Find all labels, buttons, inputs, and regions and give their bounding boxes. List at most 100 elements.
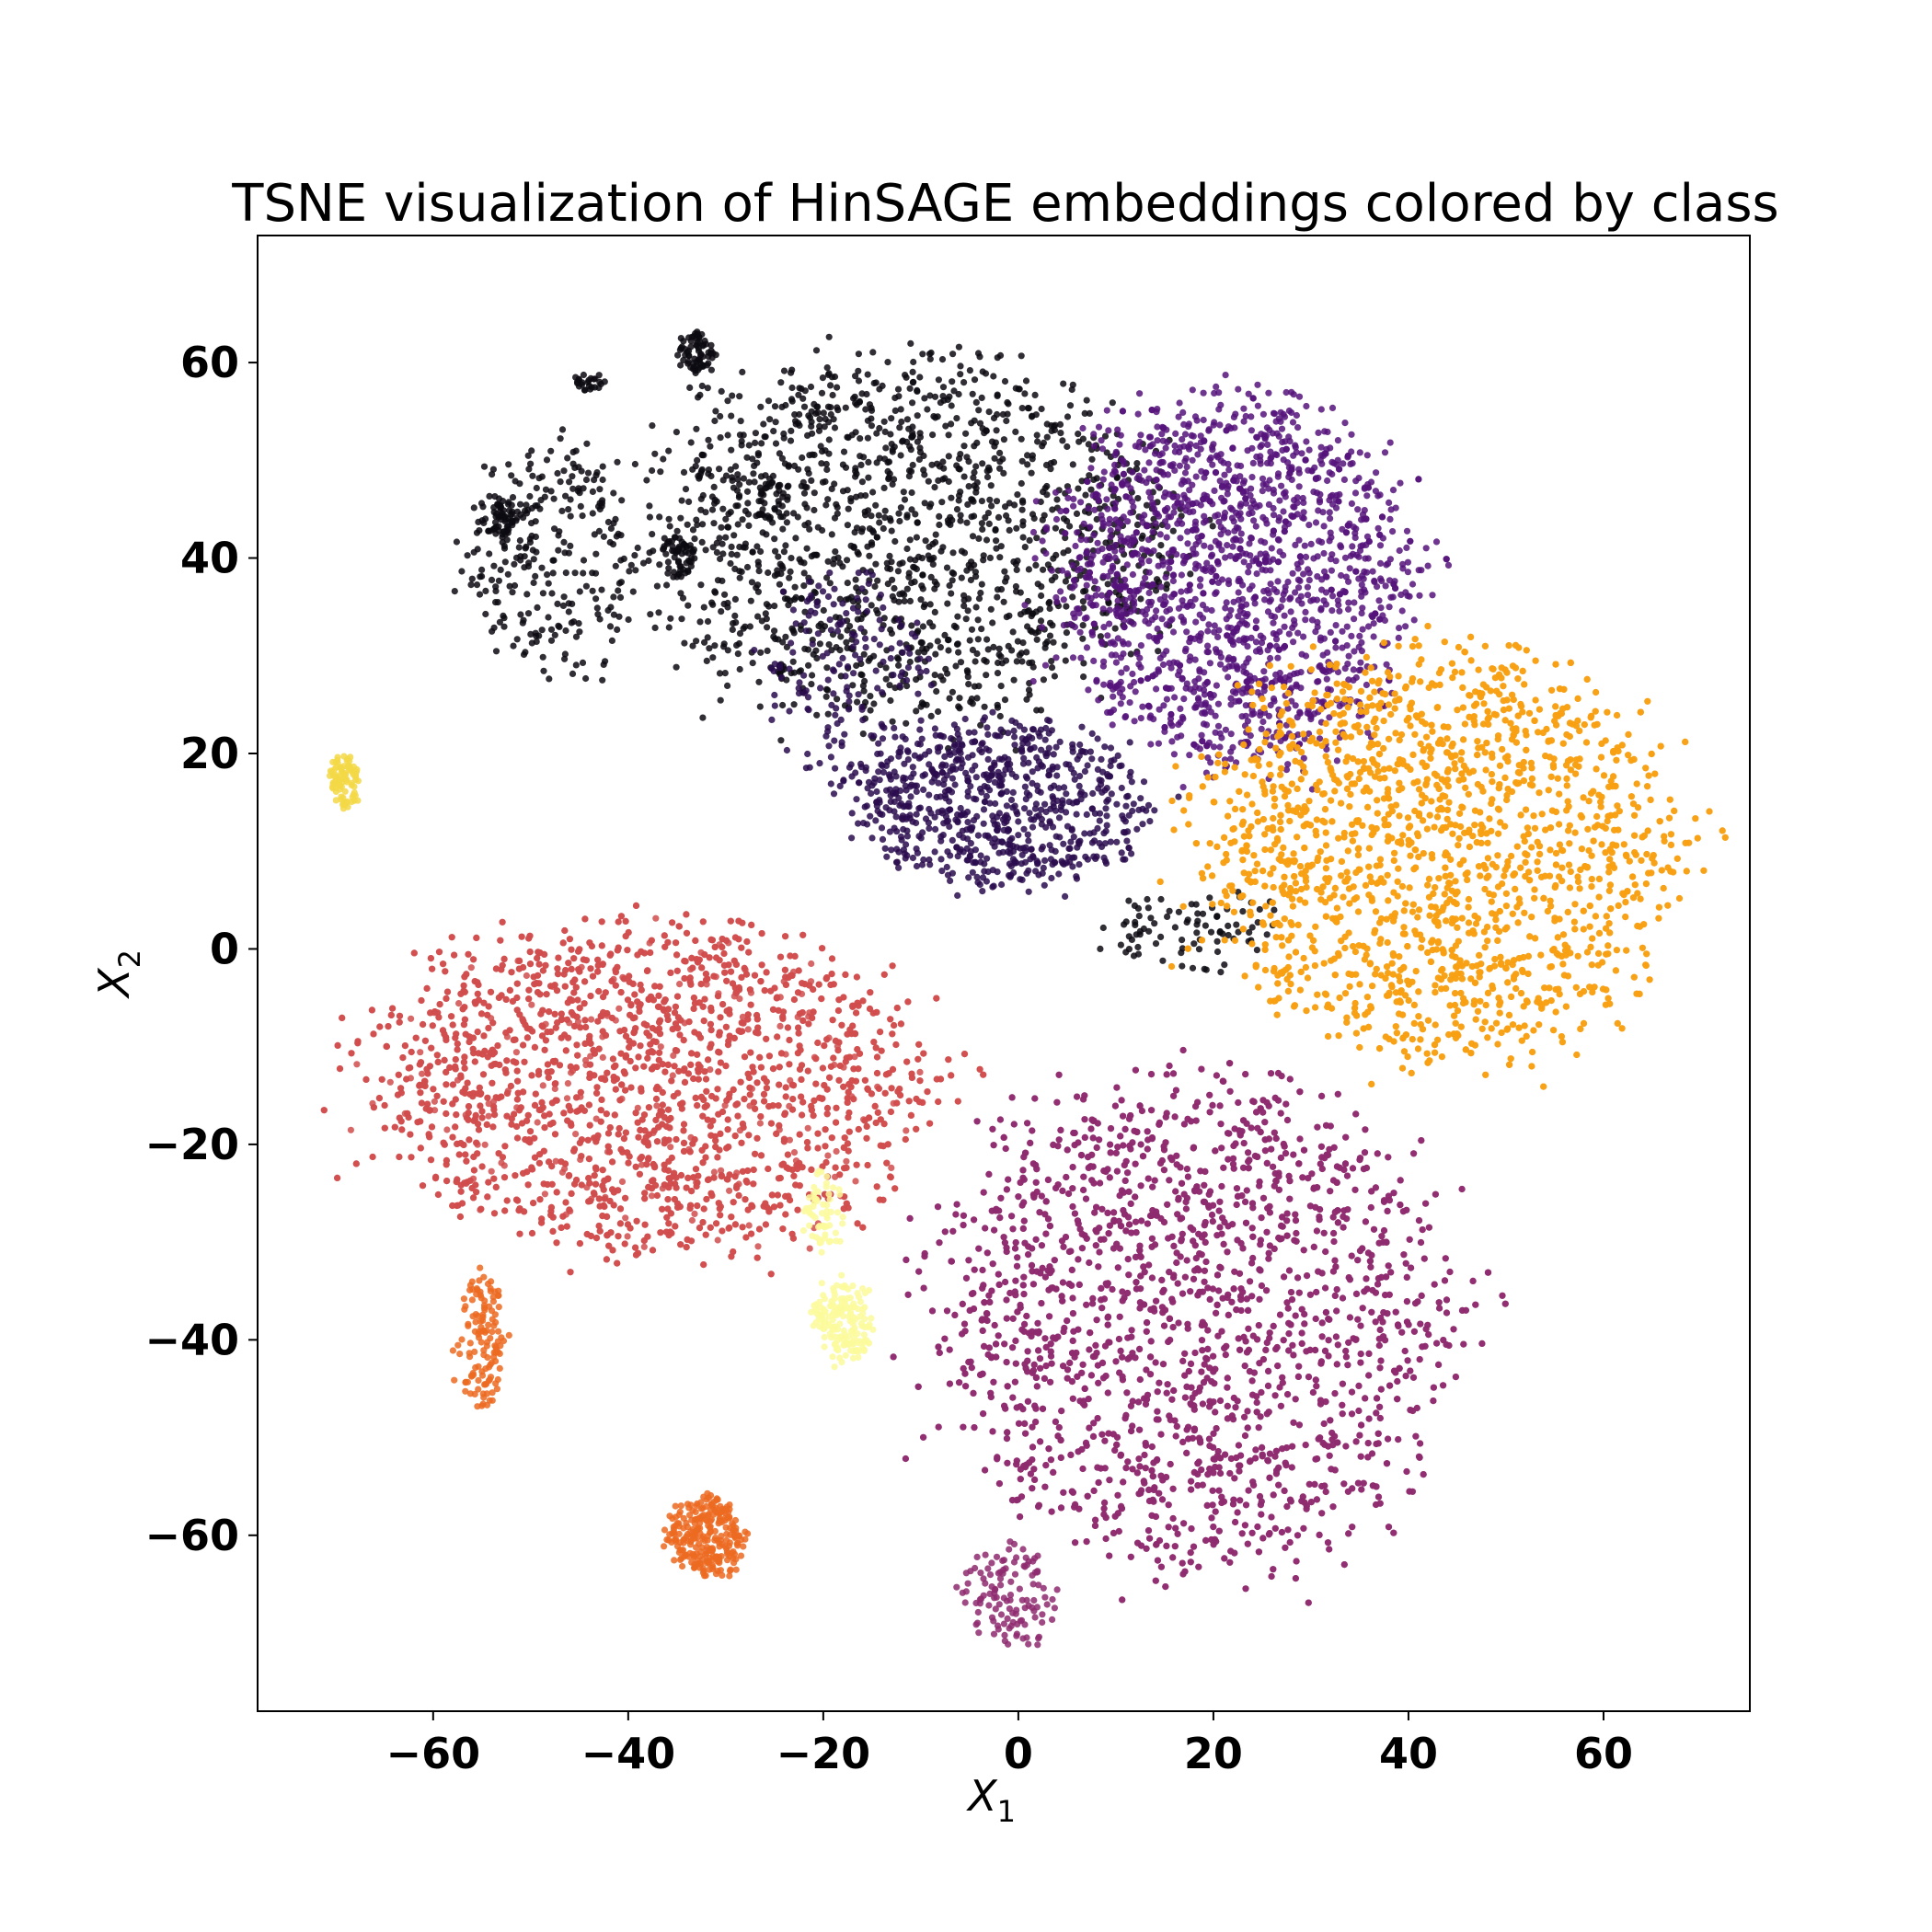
data-point: [1189, 964, 1197, 972]
data-point: [842, 673, 849, 680]
data-point: [1055, 870, 1063, 878]
data-point: [1364, 555, 1372, 562]
data-point: [610, 489, 617, 497]
data-point: [497, 566, 504, 574]
data-point: [952, 662, 960, 670]
data-point: [711, 642, 719, 650]
data-point: [1176, 661, 1184, 669]
data-point: [504, 570, 512, 578]
data-point: [1144, 620, 1153, 627]
data-point: [807, 607, 815, 615]
data-point: [799, 395, 807, 402]
data-point: [569, 473, 576, 480]
data-point: [1409, 581, 1417, 588]
data-point: [1288, 476, 1295, 484]
data-point: [968, 558, 975, 566]
data-point: [978, 498, 985, 505]
data-point: [1211, 419, 1218, 426]
data-point: [973, 439, 981, 446]
data-point: [969, 496, 976, 503]
data-point: [665, 447, 673, 454]
data-point: [879, 382, 886, 389]
data-point: [805, 578, 813, 585]
data-point: [1175, 908, 1182, 915]
data-point: [1363, 492, 1371, 500]
data-point: [757, 473, 765, 480]
data-point: [1231, 527, 1238, 535]
data-point: [1014, 638, 1021, 645]
data-point: [780, 367, 788, 374]
data-point: [1288, 466, 1295, 473]
data-point: [717, 696, 724, 704]
data-point: [1002, 657, 1010, 664]
data-point: [931, 585, 938, 592]
data-point: [1178, 949, 1185, 957]
data-point: [988, 772, 995, 779]
data-point: [978, 520, 985, 527]
data-point: [847, 593, 856, 601]
data-point: [1107, 534, 1114, 541]
data-point: [533, 548, 540, 556]
data-point: [1094, 539, 1101, 546]
data-point: [1051, 426, 1059, 434]
data-point: [1301, 542, 1308, 549]
data-point: [1041, 800, 1049, 808]
data-point: [994, 701, 1001, 708]
data-point: [909, 368, 916, 375]
data-point: [1236, 545, 1244, 553]
data-point: [1307, 597, 1315, 604]
data-point: [903, 416, 912, 423]
data-point: [582, 674, 590, 683]
data-point: [1080, 604, 1087, 612]
data-point: [1284, 761, 1292, 768]
data-point: [1187, 635, 1194, 642]
data-point: [589, 587, 596, 594]
data-point: [1247, 732, 1254, 740]
data-point: [1342, 529, 1350, 536]
data-point: [1192, 473, 1200, 480]
data-point: [824, 686, 832, 694]
data-point: [1216, 421, 1224, 429]
data-point: [788, 427, 795, 434]
data-point: [848, 810, 856, 817]
data-point: [911, 752, 919, 759]
data-point: [522, 545, 529, 552]
data-point: [665, 624, 673, 631]
data-point: [855, 691, 862, 698]
data-point: [1376, 542, 1385, 549]
data-point: [1007, 871, 1015, 880]
data-point: [1272, 636, 1281, 643]
data-point: [871, 582, 879, 591]
data-point: [916, 655, 924, 662]
data-point: [677, 344, 684, 351]
data-point: [1376, 531, 1384, 539]
data-point: [1014, 491, 1021, 499]
data-point: [858, 478, 867, 486]
data-point: [868, 571, 876, 579]
data-point: [1274, 578, 1282, 585]
data-point: [1291, 621, 1298, 628]
data-point: [855, 367, 862, 374]
data-point: [1133, 825, 1141, 833]
data-point: [914, 740, 922, 748]
data-point: [994, 354, 1001, 362]
data-point: [949, 775, 956, 782]
data-point: [736, 574, 743, 581]
data-point: [844, 580, 851, 587]
data-point: [660, 546, 667, 553]
data-point: [903, 513, 911, 521]
data-point: [983, 427, 990, 434]
data-point: [953, 640, 961, 649]
data-point: [681, 639, 688, 647]
data-point: [1060, 380, 1067, 387]
data-point: [867, 812, 874, 820]
data-point: [1295, 466, 1303, 473]
data-point: [891, 407, 899, 414]
data-point: [906, 811, 914, 819]
data-point: [755, 678, 763, 685]
data-point: [1196, 668, 1203, 675]
data-point: [1080, 588, 1087, 595]
data-point: [1042, 526, 1051, 534]
data-point: [858, 706, 866, 713]
